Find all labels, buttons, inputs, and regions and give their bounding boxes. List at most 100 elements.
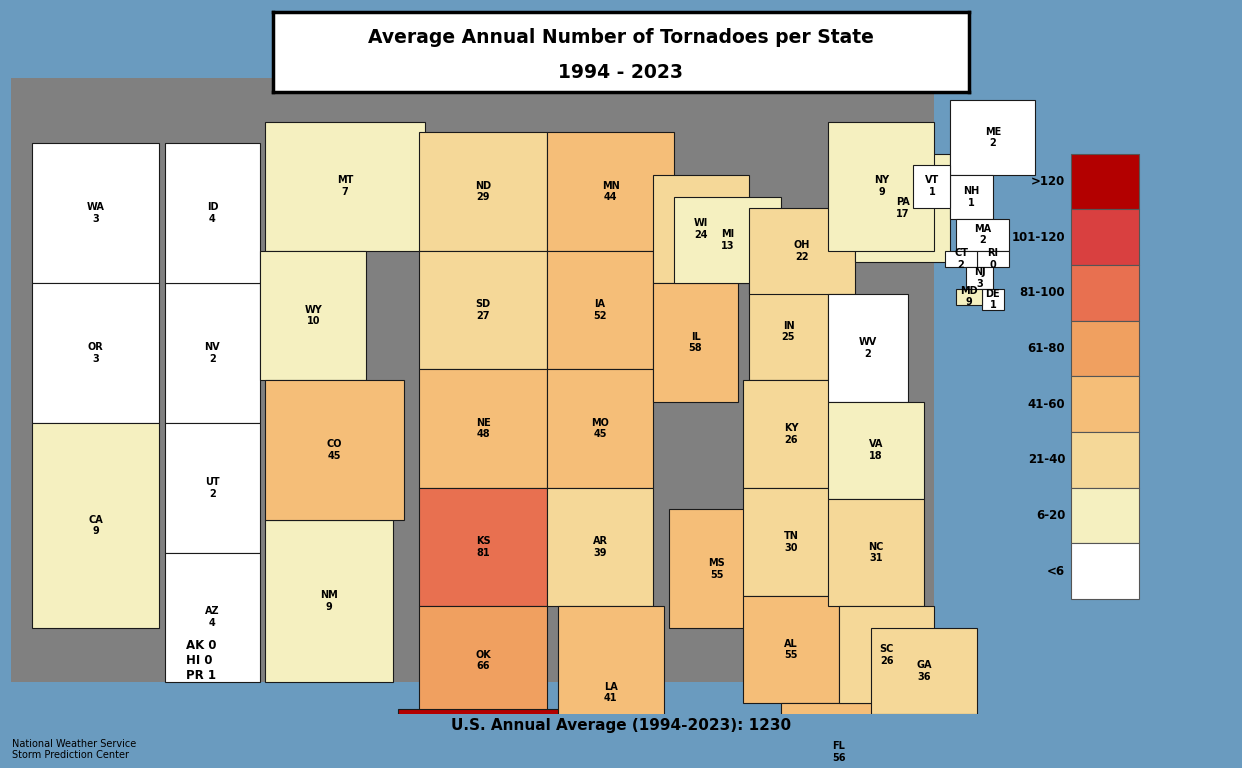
Text: 41-60: 41-60 <box>1027 398 1066 411</box>
Bar <box>956 289 982 305</box>
Text: ME
2: ME 2 <box>985 127 1001 148</box>
Text: U.S. Annual Average (1994-2023): 1230: U.S. Annual Average (1994-2023): 1230 <box>451 718 791 733</box>
Text: WY
10: WY 10 <box>304 305 322 326</box>
Bar <box>546 369 653 488</box>
Text: 61-80: 61-80 <box>1027 342 1066 355</box>
Text: MA
2: MA 2 <box>974 224 991 246</box>
Text: NE
48: NE 48 <box>476 418 491 439</box>
Text: UT
2: UT 2 <box>205 477 220 498</box>
Text: AK 0
HI 0
PR 1: AK 0 HI 0 PR 1 <box>186 639 217 682</box>
Bar <box>743 380 838 488</box>
Text: 6-20: 6-20 <box>1036 509 1066 522</box>
Bar <box>854 154 950 262</box>
Text: ID
4: ID 4 <box>206 202 219 224</box>
Bar <box>165 553 260 682</box>
Bar <box>546 251 653 369</box>
Text: NJ
3: NJ 3 <box>974 267 985 289</box>
Bar <box>420 369 546 488</box>
Bar <box>420 607 546 714</box>
Bar <box>913 164 950 207</box>
Bar <box>743 488 838 596</box>
Bar <box>266 121 425 251</box>
Bar <box>669 509 765 628</box>
Text: Average Annual Number of Tornadoes per State: Average Annual Number of Tornadoes per S… <box>368 28 874 47</box>
Text: AR
39: AR 39 <box>592 536 607 558</box>
Text: FL
56: FL 56 <box>832 741 846 763</box>
Bar <box>1071 154 1139 210</box>
Bar <box>749 283 828 380</box>
Bar <box>749 207 854 294</box>
Text: VA
18: VA 18 <box>869 439 883 461</box>
Text: CA
9: CA 9 <box>88 515 103 536</box>
Text: RI
0: RI 0 <box>987 248 999 270</box>
Text: OH
22: OH 22 <box>794 240 810 262</box>
Bar <box>420 488 546 607</box>
Bar <box>977 251 1009 267</box>
Text: CT
2: CT 2 <box>954 248 968 270</box>
Bar <box>32 143 159 283</box>
Bar <box>1071 488 1139 544</box>
Bar <box>674 197 780 283</box>
Bar <box>1071 376 1139 432</box>
Text: >120: >120 <box>1031 175 1066 188</box>
Bar <box>871 628 977 714</box>
Text: SC
26: SC 26 <box>879 644 894 666</box>
Text: LA
41: LA 41 <box>604 682 617 703</box>
Bar <box>546 488 653 607</box>
Text: NH
1: NH 1 <box>964 186 980 208</box>
Bar <box>260 251 366 380</box>
Text: MI
13: MI 13 <box>720 230 734 251</box>
Bar <box>165 143 260 283</box>
Bar <box>653 175 749 283</box>
Bar <box>399 709 579 768</box>
Text: ND
29: ND 29 <box>476 180 492 202</box>
Bar <box>956 219 1009 251</box>
Text: IA
52: IA 52 <box>594 300 607 321</box>
Text: KS
81: KS 81 <box>476 536 491 558</box>
Text: CO
45: CO 45 <box>327 439 343 461</box>
Text: National Weather Service
Storm Prediction Center: National Weather Service Storm Predictio… <box>12 739 137 760</box>
Text: OK
66: OK 66 <box>476 650 491 671</box>
Bar <box>1071 432 1139 488</box>
Bar <box>982 289 1004 310</box>
Bar <box>838 607 934 703</box>
Text: <6: <6 <box>1047 564 1066 578</box>
Text: MD
9: MD 9 <box>960 286 977 307</box>
Bar <box>828 121 934 251</box>
Bar <box>950 100 1036 175</box>
Text: 1994 - 2023: 1994 - 2023 <box>559 62 683 81</box>
Bar <box>420 132 546 251</box>
Bar <box>266 520 392 682</box>
Text: MS
55: MS 55 <box>708 558 725 580</box>
Bar <box>165 283 260 423</box>
Bar <box>828 402 924 498</box>
Bar <box>1071 321 1139 376</box>
Bar <box>558 607 663 768</box>
Text: DE
1: DE 1 <box>986 289 1000 310</box>
Text: IN
25: IN 25 <box>781 321 795 343</box>
Bar <box>828 294 908 402</box>
Bar <box>266 380 404 520</box>
Bar <box>780 703 897 768</box>
Text: NM
9: NM 9 <box>320 591 338 612</box>
Text: WA
3: WA 3 <box>87 202 104 224</box>
Bar <box>950 175 992 219</box>
Bar <box>546 132 674 251</box>
Text: AL
55: AL 55 <box>784 639 799 660</box>
Bar <box>165 423 260 553</box>
Text: 81-100: 81-100 <box>1020 286 1066 300</box>
Text: MT
7: MT 7 <box>337 175 353 197</box>
Text: VT
1: VT 1 <box>925 175 939 197</box>
Text: AZ
4: AZ 4 <box>205 607 220 628</box>
Bar <box>1071 544 1139 599</box>
Text: WV
2: WV 2 <box>859 337 877 359</box>
Text: NC
31: NC 31 <box>868 541 884 564</box>
Bar <box>1071 210 1139 265</box>
Text: IL
58: IL 58 <box>689 332 703 353</box>
Text: MN
44: MN 44 <box>601 180 620 202</box>
Text: NY
9: NY 9 <box>874 175 889 197</box>
Text: SD
27: SD 27 <box>476 300 491 321</box>
Bar <box>743 596 838 703</box>
Bar <box>32 283 159 423</box>
Text: WI
24: WI 24 <box>694 218 708 240</box>
